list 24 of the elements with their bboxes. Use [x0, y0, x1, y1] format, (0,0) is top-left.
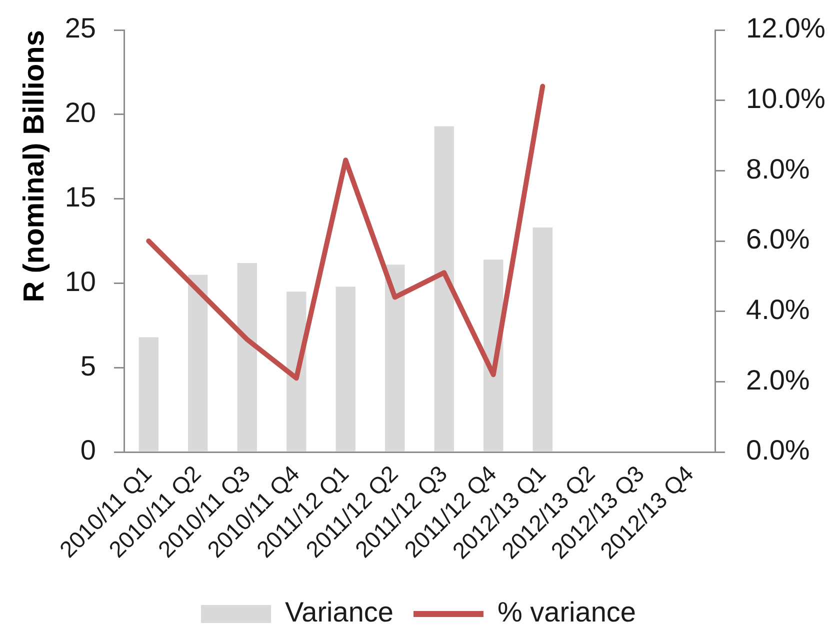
bar [188, 274, 208, 452]
bar [385, 264, 405, 452]
y-axis-title: R (nominal) Billions [18, 30, 50, 302]
y2-tick-label: 2.0% [746, 364, 810, 396]
y2-tick-label: 6.0% [746, 224, 810, 255]
y-tick-label: 10 [64, 266, 96, 297]
y2-tick-label: 10.0% [746, 83, 826, 114]
bar [336, 286, 356, 452]
bar [237, 262, 257, 452]
y2-tick-label: 0.0% [746, 434, 810, 466]
bar [138, 337, 158, 452]
y-tick-label: 5 [80, 350, 96, 382]
y-tick-label: 25 [64, 12, 96, 44]
y-tick-label: 0 [80, 434, 96, 466]
y2-tick-label: 12.0% [746, 12, 826, 44]
y-tick-label: 15 [64, 182, 96, 213]
y2-tick-label: 8.0% [746, 153, 810, 184]
legend-label: % variance [497, 596, 636, 628]
bar [434, 126, 454, 452]
legend-label: Variance [285, 596, 394, 628]
y-tick-label: 20 [64, 97, 96, 128]
y2-tick-label: 4.0% [746, 294, 810, 326]
bar [532, 227, 552, 452]
bar [286, 292, 306, 452]
